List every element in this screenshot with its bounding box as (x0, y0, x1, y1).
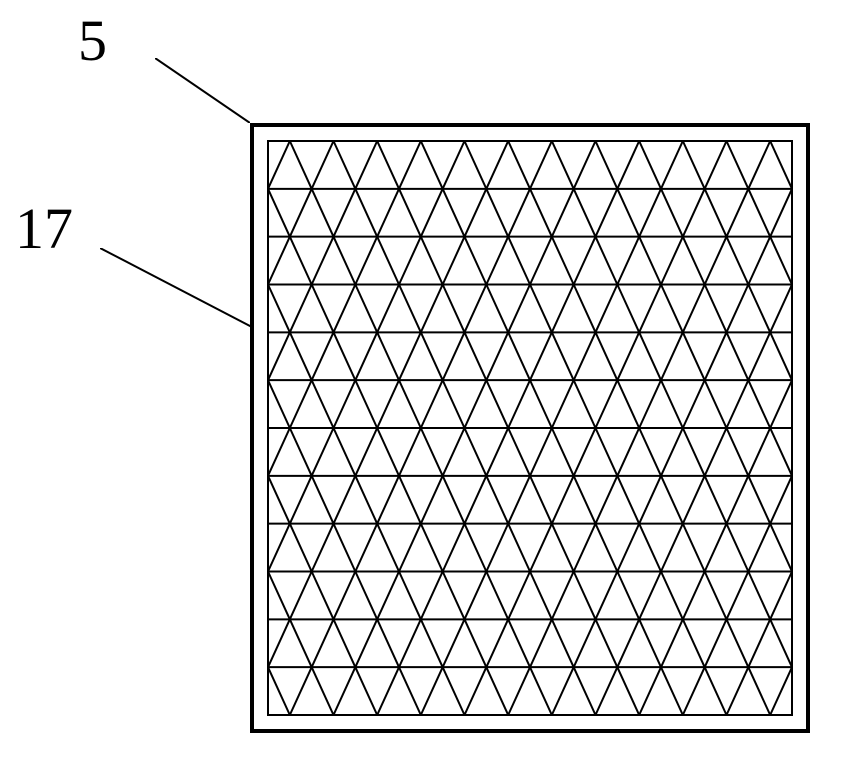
callout-label-5: 5 (78, 12, 107, 70)
diagram-canvas: 5 17 (0, 0, 861, 766)
leader-line-5 (155, 58, 250, 123)
mesh-panel (250, 123, 810, 733)
callout-label-17: 17 (15, 200, 73, 258)
